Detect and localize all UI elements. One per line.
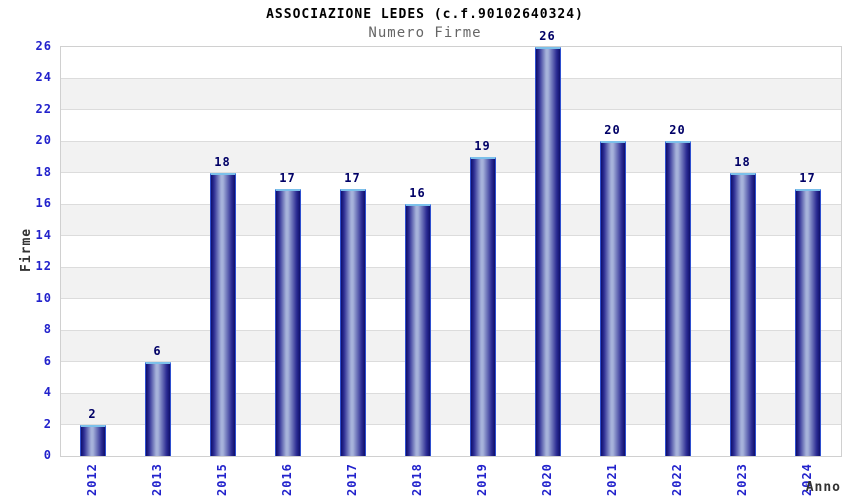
bar [664, 141, 691, 456]
bar [794, 188, 821, 456]
x-tick-label: 2019 [475, 463, 489, 496]
y-tick-label: 0 [43, 448, 52, 462]
bar-value-label: 20 [604, 123, 621, 138]
bar-value-label: 16 [409, 186, 426, 201]
bar [469, 157, 496, 456]
bar-value-label: 2 [88, 406, 97, 421]
plot-band [61, 267, 841, 299]
y-tick-label: 6 [43, 353, 52, 368]
chart-title: ASSOCIAZIONE LEDES (c.f.90102640324) [266, 7, 584, 22]
gridline [61, 361, 841, 363]
x-tick-label: 2016 [280, 463, 294, 496]
y-tick-label: 2 [43, 416, 52, 431]
gridline [61, 266, 841, 268]
gridline [61, 424, 841, 426]
bar-value-label: 26 [539, 29, 556, 43]
bar-value-label: 17 [344, 170, 361, 185]
y-tick-label: 12 [35, 259, 52, 274]
y-tick-label: 22 [35, 101, 52, 116]
x-tick-label: 2018 [410, 463, 424, 496]
gridline [61, 77, 841, 79]
x-tick-label: 2023 [735, 463, 749, 496]
gridline [61, 392, 841, 394]
gridline [61, 235, 841, 237]
bar-value-label: 18 [214, 154, 231, 169]
bar [209, 172, 236, 456]
bar [339, 188, 366, 456]
plot-band [61, 393, 841, 425]
plot-area [60, 46, 842, 457]
x-tick-label: 2015 [215, 463, 229, 496]
bar-value-label: 19 [474, 139, 491, 154]
x-tick-label: 2020 [540, 463, 554, 496]
gridline [61, 109, 841, 111]
x-tick-label: 2021 [605, 463, 619, 496]
plot-band [61, 78, 841, 110]
y-tick-label: 10 [35, 290, 52, 305]
y-tick-label: 14 [35, 227, 52, 242]
gridline [61, 140, 841, 142]
x-tick-label: 2012 [85, 463, 99, 496]
gridline [61, 298, 841, 300]
bar-value-label: 20 [669, 123, 686, 138]
y-tick-label: 20 [35, 133, 52, 148]
y-tick-label: 16 [35, 196, 52, 211]
bar [144, 361, 171, 456]
bar [534, 47, 561, 456]
gridline [61, 172, 841, 174]
y-tick-label: 24 [35, 70, 52, 85]
bar-value-label: 17 [279, 170, 296, 185]
bar-value-label: 18 [734, 154, 751, 169]
gridline [61, 329, 841, 331]
y-tick-label: 8 [43, 322, 52, 337]
plot-band [61, 330, 841, 362]
bar [599, 141, 626, 456]
bar [274, 188, 301, 456]
x-tick-label: 2022 [670, 463, 684, 496]
bar [729, 172, 756, 456]
y-tick-label: 4 [43, 385, 52, 400]
bar-value-label: 17 [799, 170, 816, 185]
bar [79, 424, 106, 456]
bar [404, 204, 431, 456]
y-tick-label: 26 [35, 39, 52, 53]
chart-subtitle: Numero Firme [368, 25, 482, 41]
y-tick-label: 18 [35, 164, 52, 179]
plot-band [61, 141, 841, 173]
gridline [61, 203, 841, 205]
x-axis-title: Anno [805, 480, 841, 495]
bar-value-label: 6 [153, 343, 162, 358]
x-tick-label: 2013 [150, 463, 164, 496]
x-tick-label: 2017 [345, 463, 359, 496]
plot-band [61, 204, 841, 236]
